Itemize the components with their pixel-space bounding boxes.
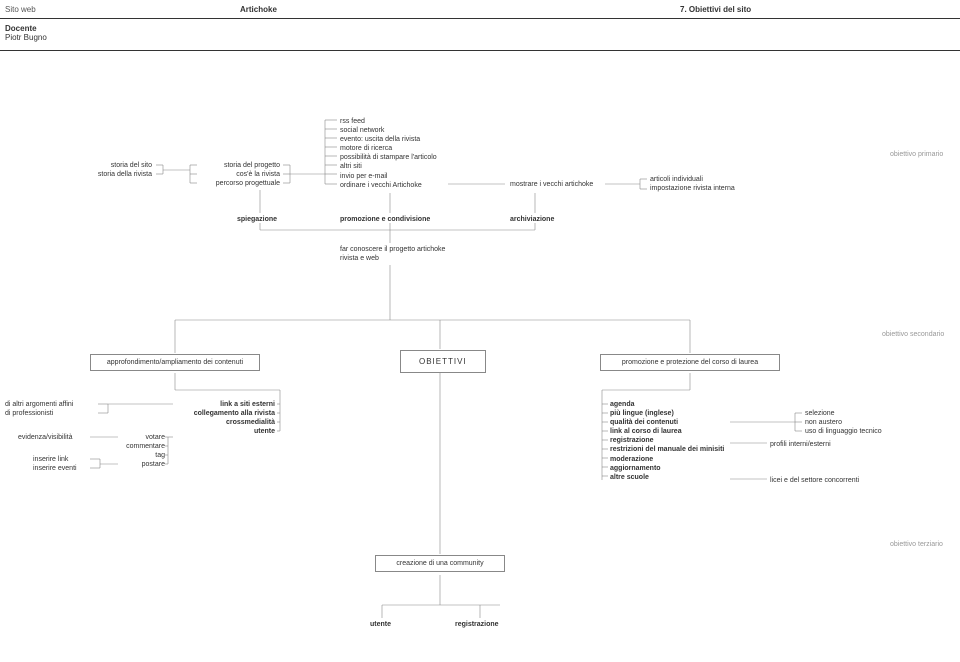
col-e-2: impostazione rivista interna [650,184,735,193]
lca-1: di altri argomenti affini [5,400,95,409]
rca-1: selezione [805,409,882,418]
ma-2: commentare [120,442,165,451]
col-b-2: cos'è la rivista [200,170,280,179]
rca-3: uso di linguaggio tecnico [805,427,882,436]
ml-2: collegamento alla rivista [175,409,275,418]
left-box: approfondimento/ampliamento dei contenut… [90,354,260,371]
rl-5: registrazione [610,436,724,445]
col-e: articoli individuali impostazione rivist… [650,175,735,193]
rl-1: agenda [610,400,724,409]
col-a: storia del sito storia della rivista [82,161,152,179]
rl-8: aggiornamento [610,464,724,473]
col-c-2: social network [340,126,437,135]
col-c: rss feed social network evento: uscita d… [340,117,437,190]
ma-4: postare [120,460,165,469]
left-cluster-a: di altri argomenti affini di professioni… [5,400,95,418]
col-c-8: ordinare i vecchi Artichoke [340,181,437,190]
ml-4: utente [175,427,275,436]
ma-3: tag [120,451,165,460]
objectives-box: OBIETTIVI [400,350,486,373]
rcb-1: profili interni/esterni [770,440,831,449]
central-1: far conoscere il progetto artichoke [340,245,445,254]
left-cluster-c: inserire link inserire eventi [33,455,77,473]
col-c-3: evento: uscita della rivista [340,135,437,144]
col-b-heading: spiegazione [237,215,277,224]
col-c-heading: promozione e condivisione [340,215,430,224]
col-d: mostrare i vecchi artichoke [510,180,593,189]
col-b-1: storia del progetto [200,161,280,170]
left-cluster-b: evidenza/visibilità [18,433,72,442]
col-c-4: motore di ricerca [340,144,437,153]
rl-4: link al corso di laurea [610,427,724,436]
right-cluster-a: selezione non austero uso di linguaggio … [805,409,882,436]
col-b: storia del progetto cos'è la rivista per… [200,161,280,188]
lcb-1: evidenza/visibilità [18,433,72,442]
lcc-1: inserire link [33,455,77,464]
right-cluster-b: profili interni/esterni [770,440,831,449]
col-c-5: possibilità di stampare l'articolo [340,153,437,162]
level-tertiary: obiettivo terziario [890,540,943,549]
col-c-6: altri siti [340,162,437,171]
bottom-2: registrazione [455,620,499,629]
col-a-2: storia della rivista [82,170,152,179]
lca-2: di professionisti [5,409,95,418]
right-list: agenda più lingue (inglese) qualità dei … [610,400,724,482]
rl-9: altre scuole [610,473,724,482]
col-c-1: rss feed [340,117,437,126]
level-secondary: obiettivo secondario [882,330,944,339]
col-a-1: storia del sito [82,161,152,170]
col-e-1: articoli individuali [650,175,735,184]
lcc-2: inserire eventi [33,464,77,473]
rl-7: moderazione [610,455,724,464]
col-d-1: mostrare i vecchi artichoke [510,180,593,189]
mid-actions: votare commentare tag postare [120,433,165,469]
col-d-heading: archiviazione [510,215,554,224]
central-text: far conoscere il progetto artichoke rivi… [340,245,445,263]
rl-2: più lingue (inglese) [610,409,724,418]
ml-1: link a siti esterni [175,400,275,409]
rl-6: restrizioni del manuale dei minisiti [610,445,724,454]
central-2: rivista e web [340,254,445,263]
col-c-7: invio per e-mail [340,172,437,181]
level-primary: obiettivo primario [890,150,943,159]
rca-2: non austero [805,418,882,427]
ml-3: crossmedialità [175,418,275,427]
ma-1: votare [120,433,165,442]
rcc-1: licei e del settore concorrenti [770,476,859,485]
right-cluster-c: licei e del settore concorrenti [770,476,859,485]
diagram-canvas: obiettivo primario obiettivo secondario … [0,0,960,662]
bottom-1: utente [370,620,391,629]
tertiary-box: creazione di una community [375,555,505,572]
col-b-3: percorso progettuale [200,179,280,188]
mid-links: link a siti esterni collegamento alla ri… [175,400,275,436]
rl-3: qualità dei contenuti [610,418,724,427]
right-box: promozione e protezione del corso di lau… [600,354,780,371]
